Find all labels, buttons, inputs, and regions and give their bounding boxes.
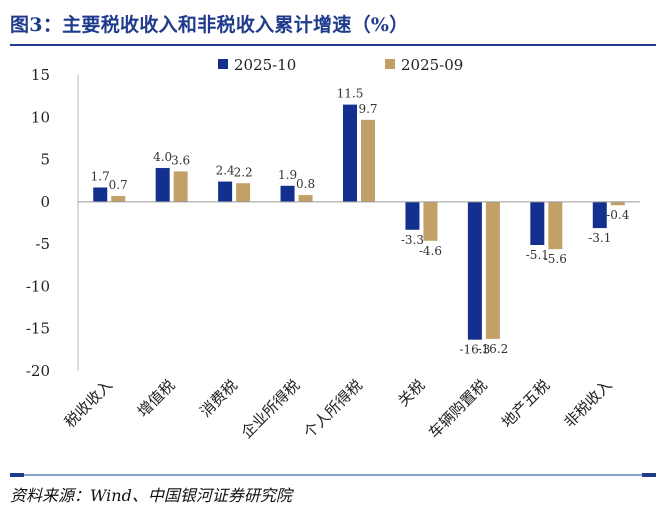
bar-2025-10 bbox=[530, 201, 545, 245]
category-label: 消费税 bbox=[196, 376, 241, 421]
category-label: 地产五税 bbox=[498, 376, 553, 431]
category-label: 税收收入 bbox=[61, 376, 116, 431]
category-label: 个人所得税 bbox=[300, 376, 366, 442]
y-tick-label: 15 bbox=[31, 66, 50, 84]
y-tick-label: -5 bbox=[35, 235, 50, 253]
legend-swatch-2025-09 bbox=[385, 59, 395, 69]
title-divider bbox=[10, 44, 656, 46]
data-label: -16.3 bbox=[459, 343, 490, 357]
bar-2025-09 bbox=[236, 183, 251, 202]
bar-chart: 151050-5-10-15-201.70.7税收收入4.03.6增值税2.42… bbox=[26, 56, 640, 442]
data-label: 11.5 bbox=[337, 87, 364, 101]
data-label: -0.4 bbox=[606, 208, 630, 222]
data-label: 1.9 bbox=[278, 168, 297, 182]
data-label: -3.3 bbox=[401, 233, 424, 247]
category-label: 增值税 bbox=[134, 376, 179, 421]
data-label: 1.7 bbox=[91, 169, 110, 183]
y-tick-label: 10 bbox=[31, 108, 50, 126]
bar-2025-10 bbox=[218, 181, 233, 202]
y-tick-label: -20 bbox=[26, 362, 50, 380]
y-tick-label: 0 bbox=[40, 193, 50, 211]
bar-2025-10 bbox=[467, 201, 482, 340]
bar-2025-09 bbox=[423, 201, 438, 241]
data-label: -3.1 bbox=[588, 231, 611, 245]
category-label: 关税 bbox=[394, 376, 428, 410]
bar-2025-09 bbox=[298, 195, 313, 202]
legend-label-2025-09: 2025-09 bbox=[401, 56, 463, 74]
data-label: -16.2 bbox=[477, 342, 508, 356]
category-label: 非税收入 bbox=[560, 376, 615, 431]
bar-2025-09 bbox=[485, 201, 500, 339]
data-label: 2.2 bbox=[234, 165, 253, 179]
bar-2025-10 bbox=[343, 104, 357, 202]
bar-2025-09 bbox=[111, 195, 126, 202]
data-label: 0.8 bbox=[296, 177, 315, 191]
bar-2025-10 bbox=[93, 187, 108, 202]
bar-2025-10 bbox=[155, 168, 170, 202]
y-tick-label: 5 bbox=[40, 151, 50, 169]
source-note: 资料来源：Wind、中国银河证券研究院 bbox=[10, 486, 292, 505]
y-tick-label: -10 bbox=[26, 277, 50, 295]
bar-2025-09 bbox=[361, 119, 375, 202]
bar-2025-09 bbox=[173, 171, 188, 202]
bar-2025-10 bbox=[592, 201, 607, 229]
data-label: 2.4 bbox=[216, 164, 235, 178]
category-label: 企业所得税 bbox=[238, 376, 304, 442]
bar-2025-10 bbox=[280, 185, 295, 202]
data-label: -5.6 bbox=[544, 252, 567, 266]
bar-2025-09 bbox=[610, 201, 625, 206]
data-label: -5.1 bbox=[526, 248, 549, 262]
data-label: 9.7 bbox=[358, 102, 377, 116]
data-label: 4.0 bbox=[153, 150, 172, 164]
bar-2025-09 bbox=[548, 201, 563, 250]
legend-label-2025-10: 2025-10 bbox=[234, 56, 296, 74]
data-label: 0.7 bbox=[109, 178, 128, 192]
y-tick-label: -15 bbox=[26, 320, 50, 338]
category-label: 车辆购置税 bbox=[425, 376, 491, 442]
data-label: 3.6 bbox=[171, 153, 190, 167]
data-label: -4.6 bbox=[419, 244, 442, 258]
bar-2025-10 bbox=[405, 201, 420, 230]
chart-title: 图3：主要税收收入和非税收入累计增速（%） bbox=[10, 14, 409, 36]
footer-divider bbox=[10, 473, 656, 477]
legend-swatch-2025-10 bbox=[218, 59, 228, 69]
